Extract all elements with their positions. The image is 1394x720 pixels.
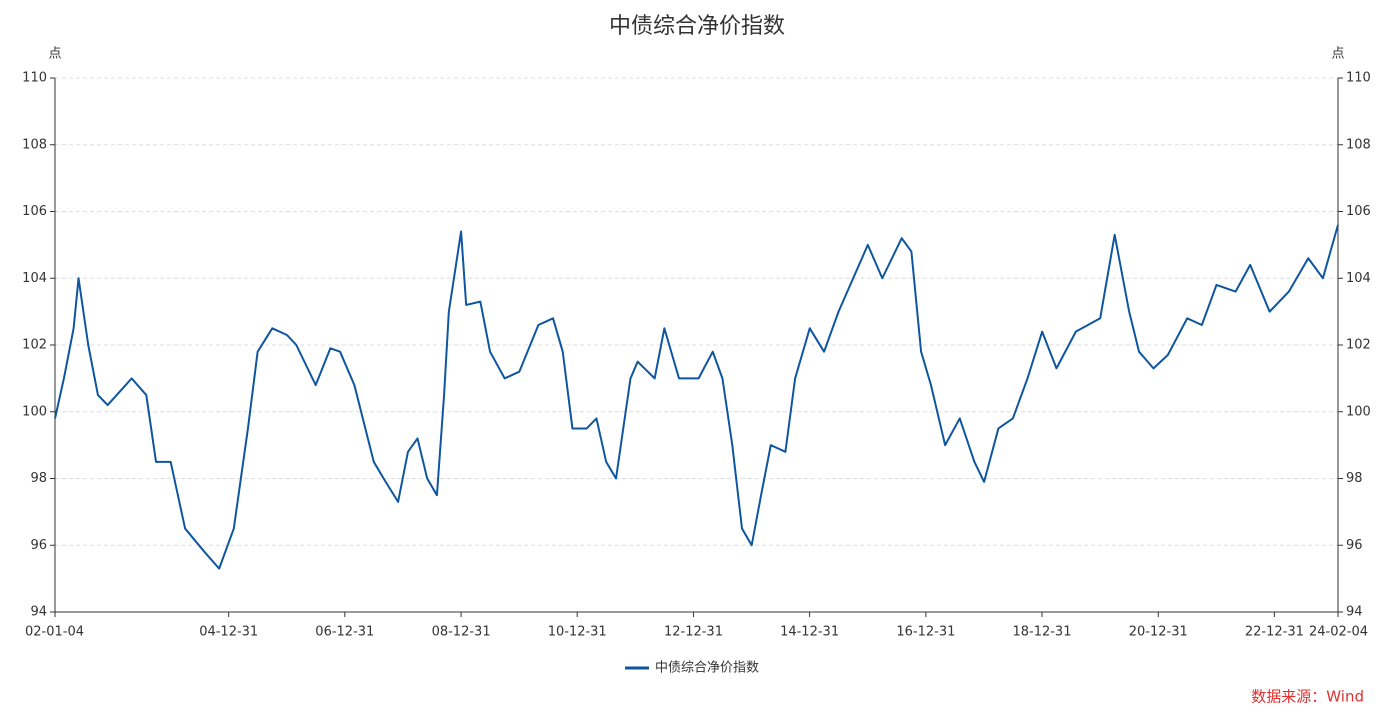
y2-tick-label: 100 bbox=[1346, 404, 1371, 419]
y-tick-label: 98 bbox=[30, 471, 47, 486]
y-tick-label: 104 bbox=[22, 271, 47, 286]
x-tick-label: 12-12-31 bbox=[664, 625, 723, 640]
x-tick-label: 06-12-31 bbox=[315, 625, 374, 640]
y-tick-label: 106 bbox=[22, 204, 47, 219]
x-tick-label: 10-12-31 bbox=[548, 625, 607, 640]
y2-tick-label: 104 bbox=[1346, 271, 1371, 286]
y2-tick-label: 96 bbox=[1346, 538, 1363, 553]
x-tick-label: 24-02-04 bbox=[1309, 625, 1368, 640]
y-tick-label: 94 bbox=[30, 605, 47, 620]
x-tick-label: 14-12-31 bbox=[780, 625, 839, 640]
y-tick-label: 100 bbox=[22, 404, 47, 419]
x-tick-label: 18-12-31 bbox=[1012, 625, 1071, 640]
y2-tick-label: 102 bbox=[1346, 338, 1371, 353]
y-tick-label: 110 bbox=[22, 71, 47, 86]
x-tick-label: 22-12-31 bbox=[1245, 625, 1304, 640]
y-axis-unit: 点 bbox=[48, 47, 61, 62]
y-tick-label: 96 bbox=[30, 538, 47, 553]
x-tick-label: 16-12-31 bbox=[896, 625, 955, 640]
legend-label: 中债综合净价指数 bbox=[655, 661, 759, 676]
y-tick-label: 108 bbox=[22, 137, 47, 152]
x-tick-label: 04-12-31 bbox=[199, 625, 258, 640]
y2-tick-label: 106 bbox=[1346, 204, 1371, 219]
y2-tick-label: 94 bbox=[1346, 605, 1363, 620]
chart-title: 中债综合净价指数 bbox=[609, 14, 785, 39]
source-note: 数据来源：Wind bbox=[1251, 688, 1364, 706]
x-tick-label: 02-01-04 bbox=[25, 625, 84, 640]
y-tick-label: 102 bbox=[22, 338, 47, 353]
x-tick-label: 08-12-31 bbox=[432, 625, 491, 640]
x-tick-label: 20-12-31 bbox=[1129, 625, 1188, 640]
y2-tick-label: 98 bbox=[1346, 471, 1363, 486]
y2-tick-label: 110 bbox=[1346, 71, 1371, 86]
y2-tick-label: 108 bbox=[1346, 137, 1371, 152]
y2-axis-unit: 点 bbox=[1331, 47, 1344, 62]
data-line bbox=[54, 224, 1339, 570]
